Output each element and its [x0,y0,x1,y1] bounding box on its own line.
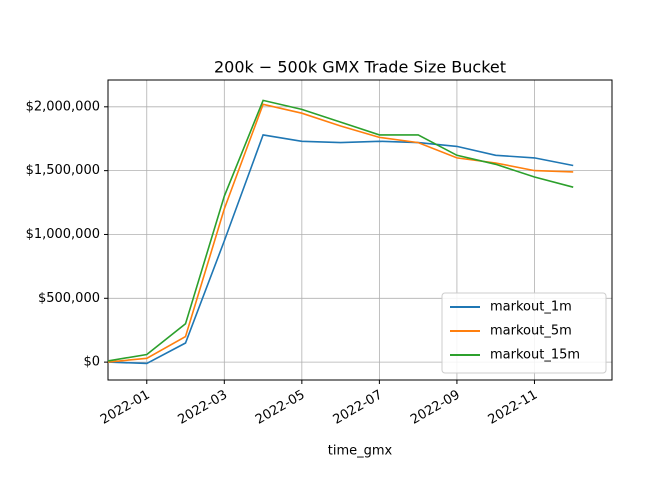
x-tick-label: 2022-01 [98,388,153,428]
y-tick-label: $1,000,000 [26,227,100,242]
x-tick-label: 2022-09 [408,388,463,428]
legend-label: markout_1m [490,300,572,315]
x-tick-label: 2022-11 [486,388,541,428]
y-tick-label: $2,000,000 [26,99,100,114]
x-axis-label: time_gmx [328,444,393,459]
y-tick-label: $0 [83,355,100,370]
chart-title: 200k − 500k GMX Trade Size Bucket [214,58,506,77]
legend-label: markout_15m [490,348,580,363]
y-tick-label: $1,500,000 [26,163,100,178]
x-tick-label: 2022-07 [331,388,386,428]
y-tick-label: $500,000 [38,291,100,306]
legend-label: markout_5m [490,324,572,339]
series-line [107,103,574,363]
plot-frame [107,79,613,381]
series-line [107,134,574,365]
x-tick-label: 2022-05 [253,388,308,428]
series-line [107,99,574,362]
x-tick-label: 2022-03 [176,388,231,428]
legend-box [441,292,607,374]
